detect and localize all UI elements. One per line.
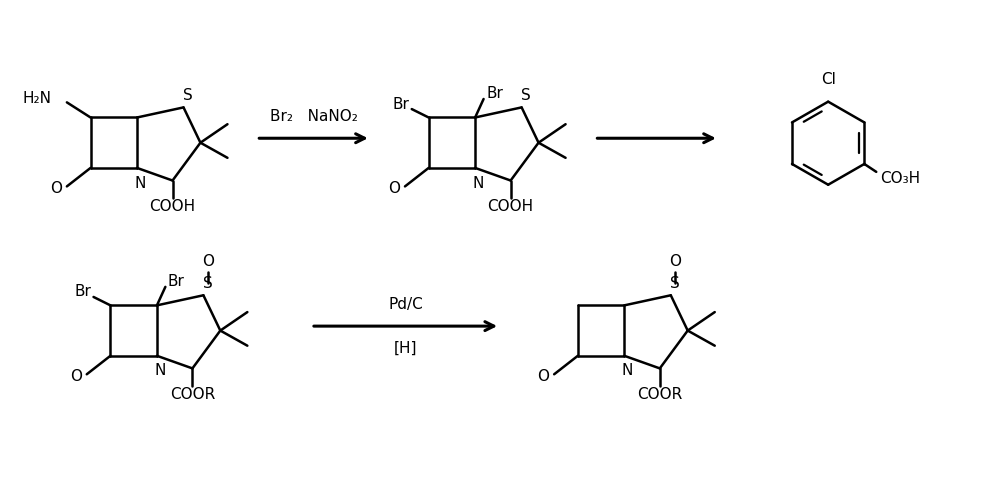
Text: S: S: [521, 88, 531, 103]
Text: [H]: [H]: [394, 340, 417, 355]
Text: Br: Br: [74, 284, 91, 299]
Text: O: O: [388, 181, 400, 196]
Text: N: N: [135, 175, 146, 190]
Text: N: N: [473, 175, 484, 190]
Text: N: N: [622, 363, 633, 378]
Text: S: S: [203, 276, 213, 291]
Text: Pd/C: Pd/C: [388, 297, 423, 312]
Text: O: O: [202, 254, 214, 269]
Text: O: O: [70, 369, 82, 384]
Text: COOH: COOH: [149, 199, 196, 214]
Text: O: O: [50, 181, 62, 196]
Text: S: S: [183, 88, 193, 103]
Text: S: S: [670, 276, 680, 291]
Text: Br: Br: [392, 96, 409, 111]
Text: N: N: [155, 363, 166, 378]
Text: COOR: COOR: [637, 387, 682, 402]
Text: Br₂   NaNO₂: Br₂ NaNO₂: [270, 109, 357, 124]
Text: CO₃H: CO₃H: [880, 171, 920, 186]
Text: COOR: COOR: [170, 387, 215, 402]
Text: Br: Br: [168, 274, 185, 289]
Text: COOH: COOH: [488, 199, 534, 214]
Text: Cl: Cl: [821, 73, 836, 87]
Text: H₂N: H₂N: [23, 90, 52, 106]
Text: O: O: [669, 254, 681, 269]
Text: Br: Br: [486, 86, 503, 101]
Text: O: O: [537, 369, 549, 384]
